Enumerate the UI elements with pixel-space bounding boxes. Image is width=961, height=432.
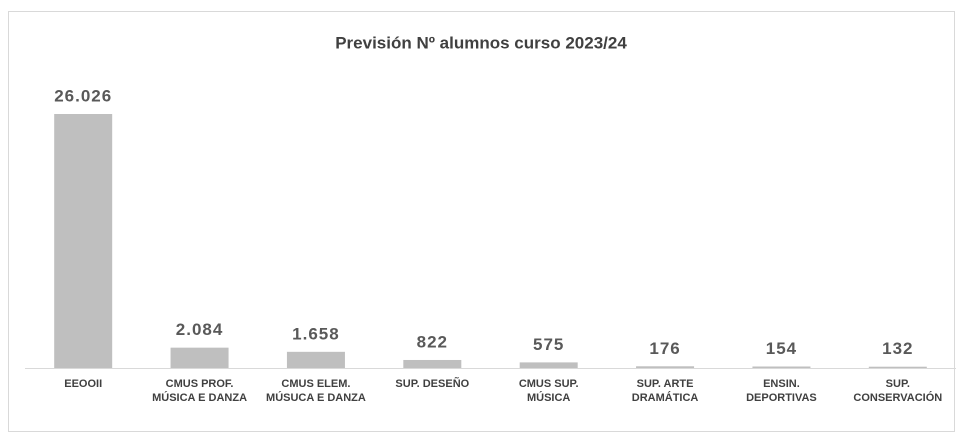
bar (403, 359, 462, 368)
x-tick-label: SUP. DESEÑO (395, 378, 470, 390)
bar (170, 347, 229, 368)
x-tick-label: ENSIN. DEPORTIVAS (746, 378, 817, 404)
x-tick-label: SUP. ARTE DRAMÁTICA (631, 378, 699, 404)
chart-border (8, 11, 955, 432)
data-label: 154 (766, 339, 797, 358)
bar (752, 366, 811, 368)
x-tick-label: EEOOII (64, 378, 103, 390)
data-label: 2.084 (176, 320, 224, 339)
data-label: 176 (649, 339, 680, 358)
x-tick-label: CMUS PROF. MÚSICA E DANZA (152, 378, 248, 404)
data-label: 26.026 (54, 86, 112, 105)
bar (636, 366, 695, 368)
x-tick-label: SUP. CONSERVACIÓN (853, 378, 943, 404)
bar (519, 362, 578, 368)
bar (54, 114, 113, 368)
bar (868, 366, 927, 368)
data-label: 822 (417, 332, 448, 351)
chart-title: Previsión Nº alumnos curso 2023/24 (335, 33, 627, 52)
data-label: 132 (882, 339, 913, 358)
data-label: 575 (533, 335, 564, 354)
bar (286, 351, 345, 368)
x-tick-label: CMUS SUP. MÚSICA (518, 378, 579, 404)
x-tick-label: CMUS ELEM. MÚSUCA E DANZA (266, 378, 366, 404)
data-label: 1.658 (292, 324, 340, 343)
